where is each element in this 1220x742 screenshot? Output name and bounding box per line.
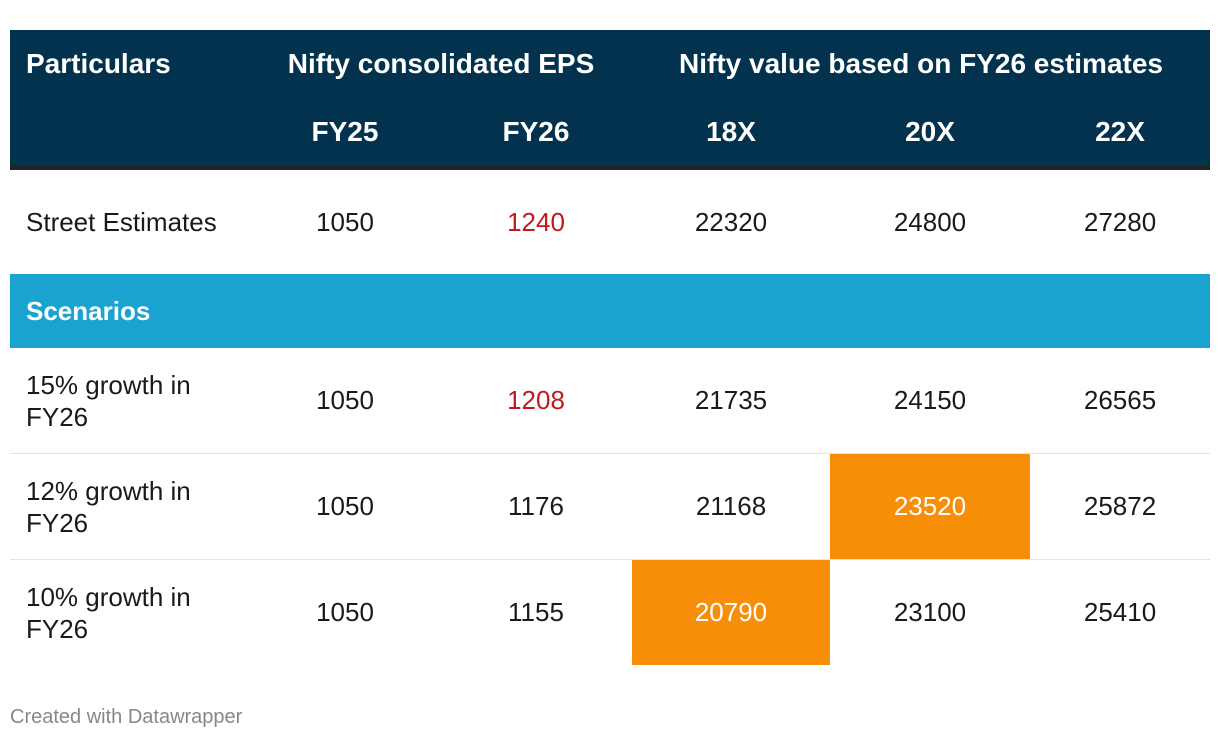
cell-18x: 21735 [632,348,830,454]
table-row-10pct: 10% growth in FY26 1050 1155 20790 23100… [10,559,1210,665]
header-particulars: Particulars [26,48,171,79]
header-20x: 20X [905,116,955,147]
table-row-street-estimates: Street Estimates 1050 1240 22320 24800 2… [10,168,1210,274]
section-label: Scenarios [10,274,1211,348]
header-valuation-group: Nifty value based on FY26 estimates [679,48,1163,79]
cell-22x: 26565 [1030,348,1211,454]
cell-fy25: 1050 [316,597,374,627]
cell-fy26: 1176 [440,453,632,560]
cell-22x: 27280 [1083,206,1157,237]
header-fy25: FY25 [311,116,379,147]
header-row-groups: Particulars Nifty consolidated EPS Nifty… [10,30,1211,98]
header-row-columns: FY25 FY26 18X 20X 22X [10,98,1211,168]
section-row-scenarios: Scenarios [10,274,1211,348]
eps-valuation-table: Particulars Nifty consolidated EPS Nifty… [10,30,1211,665]
header-22x: 22X [1095,116,1145,147]
table-row-15pct: 15% growth in FY26 1050 1208 21735 24150… [10,348,1211,454]
cell-fy26: 1208 [440,348,632,454]
cell-20x: 23100 [893,597,967,627]
row-label: 12% growth in FY26 [10,453,250,560]
cell-22x: 25410 [1083,597,1157,627]
cell-fy25: 1050 [250,348,440,454]
data-table: Particulars Nifty consolidated EPS Nifty… [10,30,1211,665]
cell-20x: 24800 [893,206,967,237]
cell-fy26: 1155 [508,597,564,627]
table-row-12pct: 12% growth in FY26 1050 1176 21168 23520… [10,453,1211,560]
cell-22x: 25872 [1030,453,1211,560]
cell-20x: 24150 [830,348,1030,454]
row-label: Street Estimates [26,207,217,237]
row-label: 10% growth in FY26 [26,581,191,644]
row-label: 15% growth in FY26 [10,348,250,454]
cell-fy25: 1050 [316,206,374,237]
cell-18x: 21168 [632,453,830,560]
cell-18x-highlight: 20790 [632,559,830,665]
cell-18x: 22320 [694,206,768,237]
header-blank [10,98,250,168]
cell-fy26: 1240 [507,206,565,237]
header-eps-group: Nifty consolidated EPS [287,48,595,79]
cell-20x-highlight: 23520 [830,453,1030,560]
header-18x: 18X [706,116,756,147]
datawrapper-credit[interactable]: Created with Datawrapper [10,706,243,728]
cell-fy25: 1050 [250,453,440,560]
header-fy26: FY26 [502,116,570,147]
